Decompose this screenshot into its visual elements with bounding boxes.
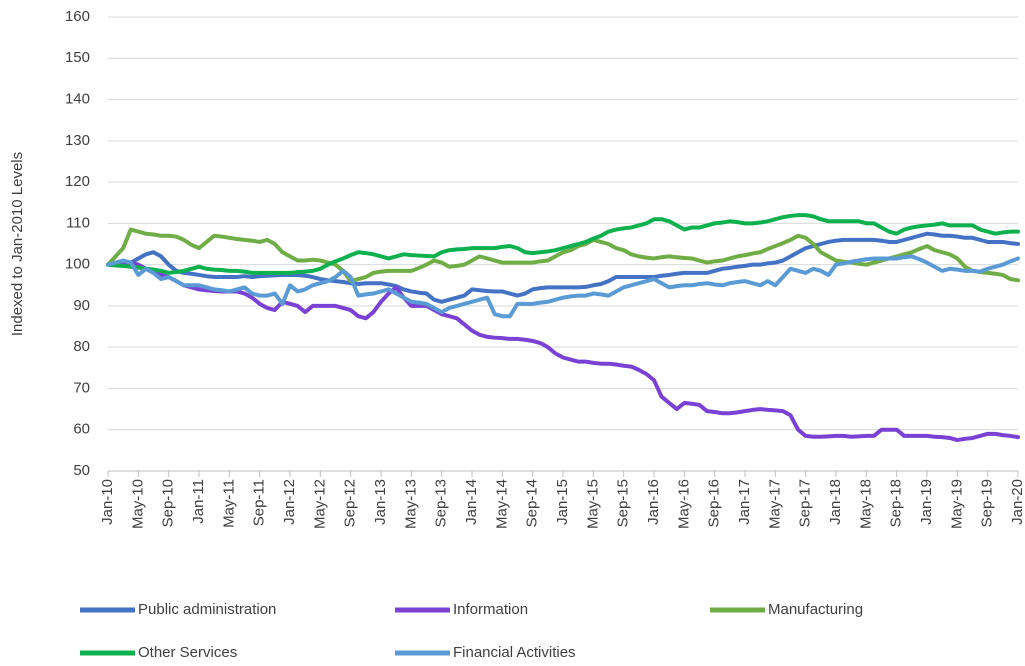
y-tick-label: 80: [73, 338, 90, 355]
series-line: [106, 227, 1020, 284]
series-line: [106, 254, 1020, 319]
legend-label: Other Services: [138, 644, 237, 661]
x-tick-label: Jan-10: [99, 479, 116, 525]
x-tick-label: Jan-20: [1009, 479, 1025, 525]
y-tick-label: 100: [65, 256, 90, 273]
y-tick-label: 60: [73, 421, 90, 438]
y-tick-label: 70: [73, 379, 90, 396]
legend-label: Manufacturing: [768, 601, 863, 618]
x-tick-label: May-15: [584, 479, 601, 529]
x-tick-label: Sep-13: [433, 479, 450, 527]
y-axis-label: Indexed to Jan-2010 Levels: [9, 152, 26, 336]
y-tick-label: 90: [73, 297, 90, 314]
x-tick-label: Sep-14: [524, 479, 541, 527]
x-tick-label: Sep-12: [342, 479, 359, 527]
x-tick-label: Jan-14: [463, 479, 480, 525]
y-tick-label: 140: [65, 91, 90, 108]
x-tick-label: Jan-12: [281, 479, 298, 525]
y-tick-label: 110: [66, 214, 90, 231]
x-tick-label: May-17: [766, 479, 783, 529]
legend-label: Financial Activities: [453, 644, 576, 661]
x-tick-label: May-12: [311, 479, 328, 529]
series-line: [106, 231, 1020, 304]
x-tick-label: May-19: [948, 479, 965, 529]
x-tick-label: Jan-15: [554, 479, 571, 525]
x-tick-label: Jan-16: [645, 479, 662, 525]
x-tick-label: May-14: [493, 479, 510, 529]
x-tick-label: Sep-18: [888, 479, 905, 527]
x-tick-label: Sep-15: [615, 479, 632, 527]
x-tick-label: May-13: [402, 479, 419, 529]
x-tick-label: Jan-17: [736, 479, 753, 525]
x-tick-label: Sep-17: [797, 479, 814, 527]
y-tick-label: 50: [73, 462, 90, 479]
x-tick-label: May-11: [220, 479, 237, 528]
x-tick-label: Jan-11: [190, 479, 207, 524]
y-tick-label: 130: [65, 132, 90, 149]
x-tick-label: May-18: [857, 479, 874, 529]
y-tick-label: 150: [65, 49, 90, 66]
legend-label: Public administration: [138, 601, 276, 618]
x-tick-label: May-10: [129, 479, 146, 529]
y-tick-label: 160: [65, 8, 90, 25]
x-tick-label: May-16: [675, 479, 692, 529]
x-tick-label: Jan-13: [372, 479, 389, 525]
series-line: [106, 260, 1020, 443]
x-tick-label: Sep-19: [979, 479, 996, 527]
x-tick-label: Sep-16: [706, 479, 723, 527]
series-line: [106, 213, 1020, 275]
x-tick-label: Sep-11: [251, 479, 268, 526]
x-tick-label: Jan-19: [918, 479, 935, 525]
x-tick-label: Sep-10: [160, 479, 177, 527]
x-tick-label: Jan-18: [827, 479, 844, 525]
legend-label: Information: [453, 601, 528, 618]
y-tick-label: 120: [65, 173, 90, 190]
